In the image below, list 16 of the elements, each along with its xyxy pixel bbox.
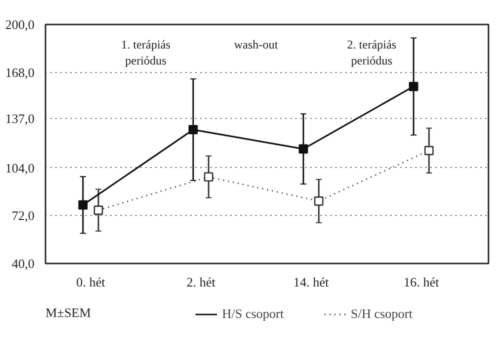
y-tick-label: 137,0: [5, 111, 34, 126]
legend-label: S/H csoport: [350, 306, 412, 322]
legend-label: H/S csoport: [222, 306, 284, 322]
text: M±SEM: [46, 305, 92, 320]
y-tick-label: 72,0: [12, 208, 34, 224]
annotation: 1. terápiás periódus: [121, 38, 171, 68]
annotation: wash-out: [234, 38, 279, 52]
y-tick-label: 200,0: [5, 17, 34, 32]
x-tick-label: 0. hét: [76, 274, 106, 290]
x-tick-label: 14. hét: [293, 274, 330, 290]
annotation: 2. terápiás periódus: [347, 38, 397, 68]
y-tick-label: 104,0: [5, 160, 34, 176]
y-tick-label: 40,0: [12, 256, 34, 271]
y-tick-label: 168,0: [5, 64, 34, 80]
x-tick-label: 16. hét: [404, 274, 440, 290]
x-tick-label: 2. hét: [186, 274, 216, 290]
